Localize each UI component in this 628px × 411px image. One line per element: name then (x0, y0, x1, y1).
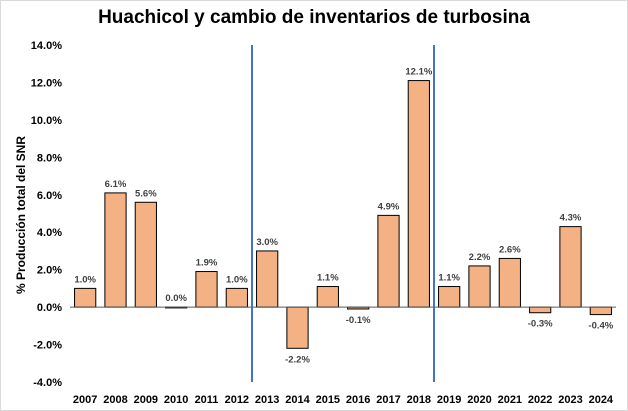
bar-2009 (134, 201, 157, 308)
data-label: 2.2% (469, 252, 491, 263)
bar-2023 (559, 226, 582, 308)
y-tick-label: 2.0% (37, 265, 62, 277)
bar-2007 (74, 287, 97, 308)
x-tick-label: 2008 (103, 394, 127, 406)
x-tick-label: 2009 (134, 394, 158, 406)
y-tick-label: 6.0% (37, 190, 62, 202)
bar-2020 (468, 265, 491, 308)
data-label: 12.1% (405, 67, 432, 78)
data-label: 1.1% (317, 273, 339, 284)
y-tick-label: -2.0% (33, 340, 62, 352)
x-tick-label: 2017 (376, 394, 400, 406)
data-label: 0.0% (165, 293, 187, 304)
y-tick-label: 12.0% (31, 77, 62, 89)
x-tick-label: 2021 (498, 394, 522, 406)
x-tick-label: 2019 (437, 394, 461, 406)
x-tick-label: 2010 (164, 394, 188, 406)
data-label: 3.0% (256, 237, 278, 248)
y-tick-label: 14.0% (31, 40, 62, 52)
x-tick-label: 2020 (467, 394, 491, 406)
x-tick-label: 2012 (225, 394, 249, 406)
data-label: 6.1% (105, 179, 127, 190)
bar-2011 (195, 271, 218, 308)
data-label: 1.9% (196, 258, 218, 269)
data-label: 5.6% (135, 188, 157, 199)
x-tick-label: 2022 (528, 394, 552, 406)
x-tick-label: 2018 (407, 394, 431, 406)
y-tick-label: 0.0% (37, 302, 62, 314)
bar-2013 (256, 250, 279, 308)
data-label: 1.0% (74, 274, 96, 285)
bar-2008 (104, 192, 127, 308)
y-tick-label: -4.0% (33, 377, 62, 389)
bar-2017 (377, 214, 400, 308)
chart-title: Huachicol y cambio de inventarios de tur… (98, 7, 530, 28)
bar-2022 (529, 306, 552, 314)
data-label: -0.1% (346, 315, 371, 326)
data-label: -2.2% (285, 354, 310, 365)
data-label: 1.1% (438, 273, 460, 284)
x-tick-label: 2016 (346, 394, 370, 406)
x-tick-label: 2011 (195, 394, 219, 406)
bar-2021 (498, 257, 521, 308)
bar-2014 (286, 306, 309, 349)
x-tick-label: 2014 (285, 394, 310, 406)
data-label: 4.3% (560, 213, 582, 224)
x-tick-label: 2015 (316, 394, 340, 406)
y-tick-label: 8.0% (37, 152, 62, 164)
bar-2024 (589, 306, 612, 316)
bar-2018 (407, 80, 430, 308)
x-tick-label: 2013 (255, 394, 279, 406)
data-label: 2.6% (499, 244, 521, 255)
y-tick-label: 10.0% (31, 115, 62, 127)
y-tick-label: 4.0% (37, 227, 62, 239)
x-tick-label: 2023 (558, 394, 582, 406)
data-label: 1.0% (226, 274, 248, 285)
bar-2019 (438, 286, 461, 308)
bar-2015 (316, 286, 339, 308)
x-tick-label: 2024 (589, 394, 614, 406)
data-label: -0.4% (588, 321, 613, 332)
x-tick-label: 2007 (73, 394, 97, 406)
data-label: 4.9% (378, 201, 400, 212)
data-label: -0.3% (528, 319, 553, 330)
bar-2012 (225, 287, 248, 308)
